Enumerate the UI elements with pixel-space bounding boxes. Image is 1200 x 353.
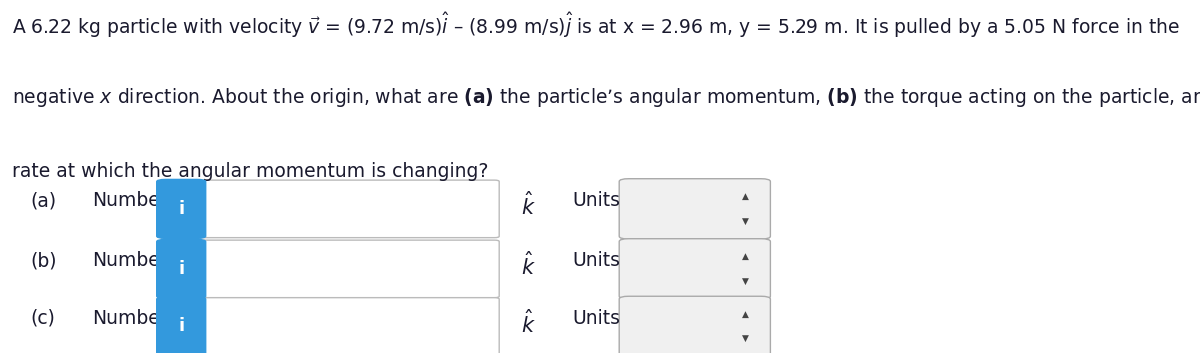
Text: $\hat{k}$: $\hat{k}$	[521, 191, 535, 219]
Text: ▼: ▼	[742, 276, 749, 286]
Text: ▼: ▼	[742, 216, 749, 226]
Text: negative $x$ direction. About the origin, what are $\mathbf{(a)}$ the particle’s: negative $x$ direction. About the origin…	[12, 86, 1200, 109]
FancyBboxPatch shape	[156, 179, 206, 239]
Text: Units: Units	[572, 309, 620, 328]
Text: Units: Units	[572, 251, 620, 270]
Text: (c): (c)	[30, 309, 55, 328]
FancyBboxPatch shape	[192, 240, 499, 298]
FancyBboxPatch shape	[192, 180, 499, 238]
Text: ▲: ▲	[742, 252, 749, 261]
Text: $\hat{k}$: $\hat{k}$	[521, 309, 535, 336]
Text: i: i	[178, 260, 185, 278]
FancyBboxPatch shape	[619, 296, 770, 353]
Text: Units: Units	[572, 191, 620, 210]
Text: A 6.22 kg particle with velocity $\vec{v}$ = $(9.72\ \mathrm{m/s})\hat{i}$ – $(8: A 6.22 kg particle with velocity $\vec{v…	[12, 11, 1180, 41]
Text: (b): (b)	[30, 251, 56, 270]
FancyBboxPatch shape	[619, 179, 770, 239]
Text: Number: Number	[92, 309, 168, 328]
Text: (a): (a)	[30, 191, 56, 210]
Text: i: i	[178, 200, 185, 218]
Text: Number: Number	[92, 251, 168, 270]
Text: rate at which the angular momentum is changing?: rate at which the angular momentum is ch…	[12, 162, 488, 181]
Text: ▼: ▼	[742, 334, 749, 343]
FancyBboxPatch shape	[156, 239, 206, 299]
Text: i: i	[178, 317, 185, 335]
Text: ▲: ▲	[742, 310, 749, 319]
Text: ▲: ▲	[742, 192, 749, 201]
FancyBboxPatch shape	[619, 239, 770, 299]
FancyBboxPatch shape	[192, 298, 499, 353]
Text: $\hat{k}$: $\hat{k}$	[521, 251, 535, 279]
Text: Number: Number	[92, 191, 168, 210]
FancyBboxPatch shape	[156, 296, 206, 353]
